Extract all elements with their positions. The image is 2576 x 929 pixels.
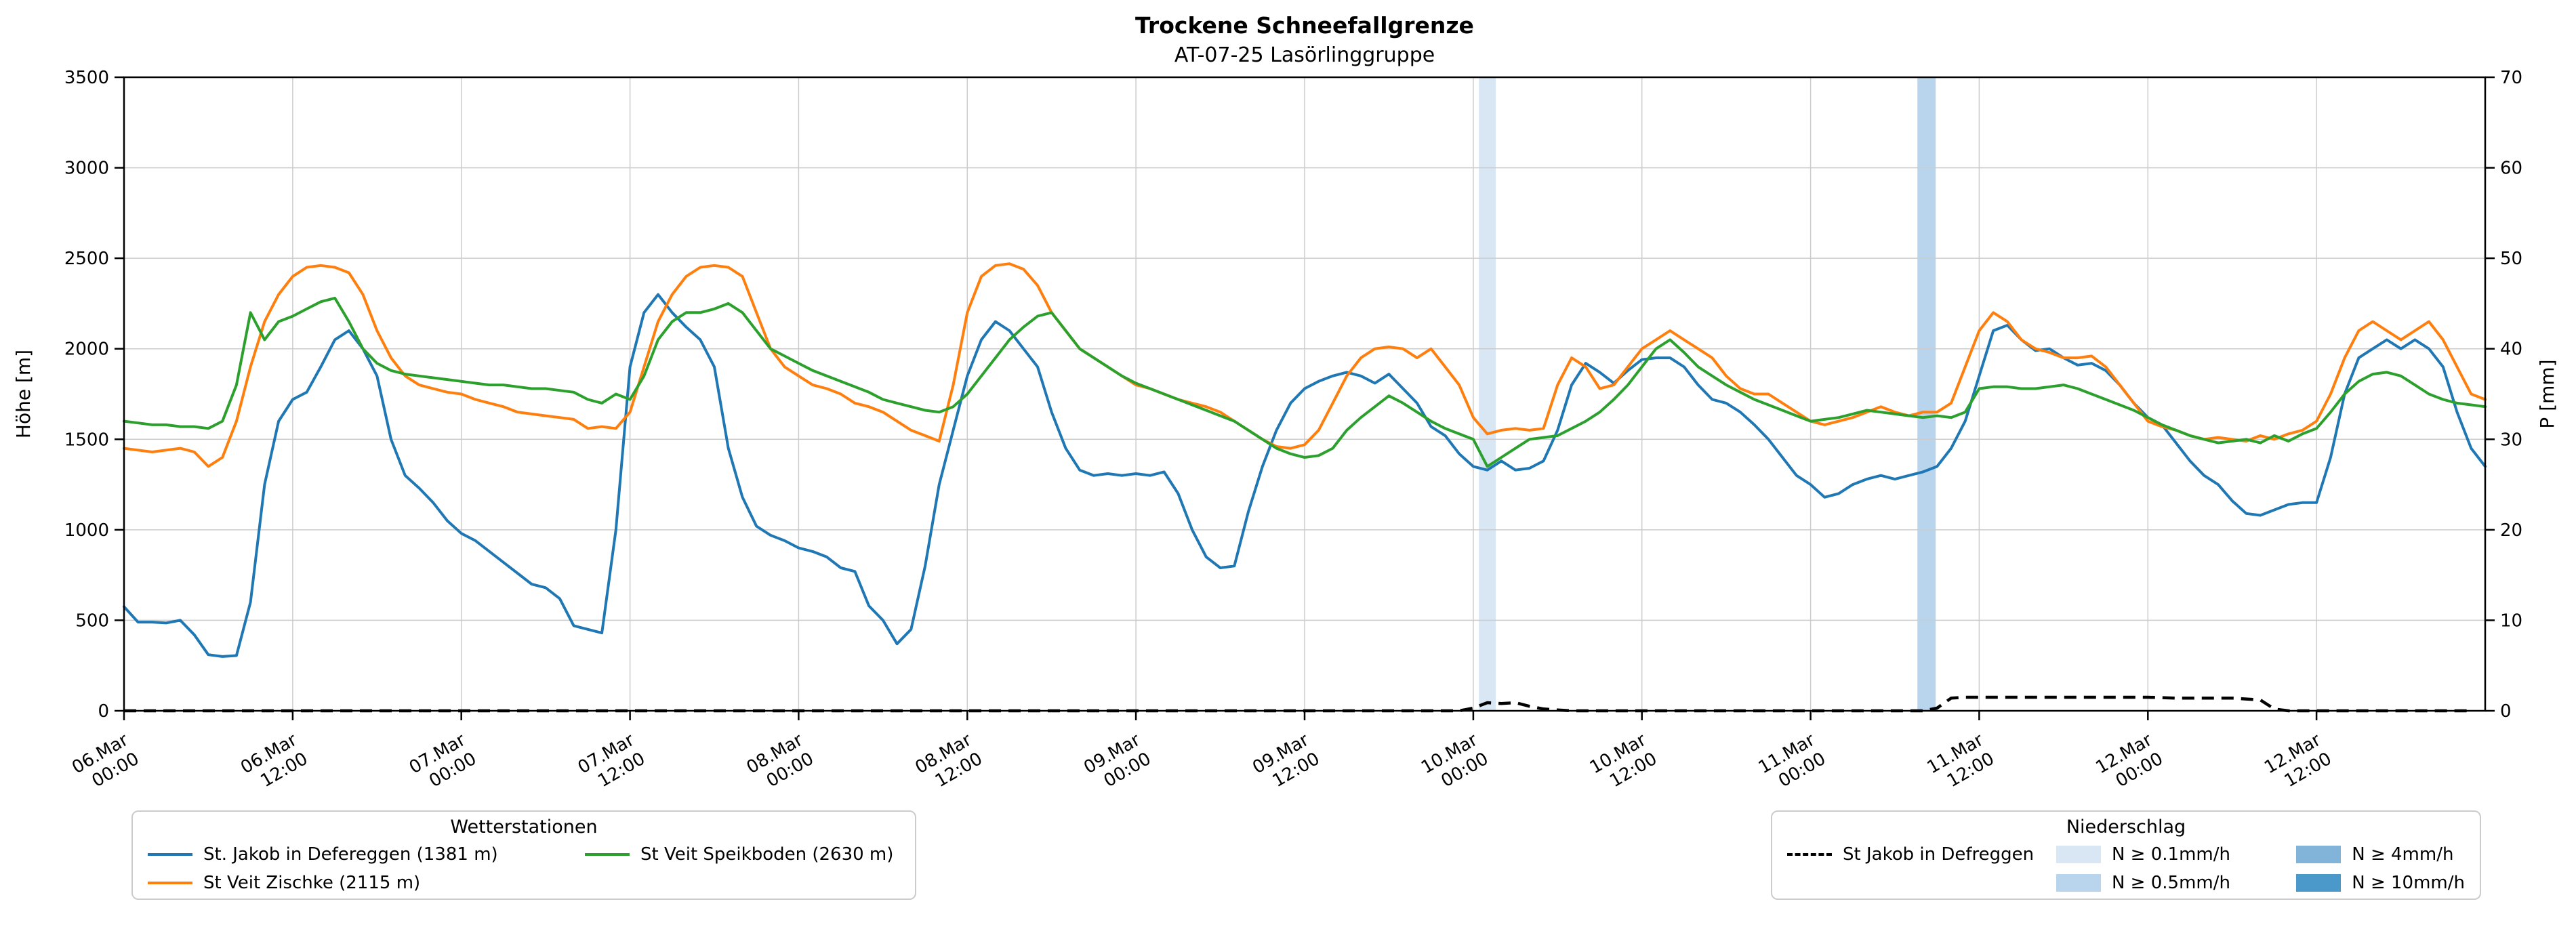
chart-title: Trockene Schneefallgrenze — [1135, 12, 1474, 39]
svg-text:60: 60 — [2500, 159, 2522, 179]
legend-item-st-veit-zischke: St Veit Zischke (2115 m) — [148, 869, 585, 897]
legend-item-st-veit-speikboden: St Veit Speikboden (2630 m) — [585, 840, 893, 869]
legend-item-label: St. Jakob in Defereggen (1381 m) — [203, 844, 498, 865]
legend-column: N ≥ 0.1mm/h N ≥ 0.5mm/h — [2056, 840, 2296, 897]
patch-swatch-light — [2056, 874, 2101, 892]
svg-text:07.Mar12:00: 07.Mar12:00 — [575, 730, 649, 797]
line-swatch-blue — [148, 853, 192, 856]
svg-text:70: 70 — [2500, 68, 2522, 88]
svg-text:3500: 3500 — [64, 68, 109, 88]
svg-text:09.Mar12:00: 09.Mar12:00 — [1249, 730, 1324, 797]
svg-text:40: 40 — [2500, 339, 2522, 360]
svg-text:1500: 1500 — [64, 430, 109, 450]
legend-niederschlag: Niederschlag St Jakob in Defreggen N ≥ 0… — [1771, 810, 2481, 900]
svg-text:2500: 2500 — [64, 249, 109, 269]
legend-item-precip-05: N ≥ 0.5mm/h — [2056, 869, 2296, 897]
legend-item-label: N ≥ 0.1mm/h — [2111, 844, 2230, 865]
legend-item-label: N ≥ 0.5mm/h — [2111, 873, 2230, 893]
svg-text:20: 20 — [2500, 520, 2522, 541]
legend-niederschlag-items: St Jakob in Defreggen N ≥ 0.1mm/h N ≥ 0.… — [1787, 840, 2465, 897]
legend-item-label: St Veit Speikboden (2630 m) — [640, 844, 894, 865]
patch-swatch-medium — [2296, 846, 2342, 863]
legend-item-label: St Veit Zischke (2115 m) — [203, 873, 421, 893]
svg-text:3000: 3000 — [64, 159, 109, 179]
precip-line — [124, 695, 2472, 713]
svg-text:12.Mar00:00: 12.Mar00:00 — [2093, 730, 2167, 797]
axis-tick-labels: 0 500 1000 1500 2000 2500 3000 3500 0 10 20 30 40 50 6… — [64, 68, 2522, 797]
series-line-2 — [123, 296, 2487, 468]
legend-item-precip-4: N ≥ 4mm/h — [2296, 840, 2465, 869]
legend-item-label: St Jakob in Defreggen — [1843, 844, 2035, 865]
legend-column: N ≥ 4mm/h N ≥ 10mm/h — [2296, 840, 2465, 897]
legend-item-label: N ≥ 10mm/h — [2352, 873, 2465, 893]
svg-text:08.Mar00:00: 08.Mar00:00 — [743, 730, 818, 797]
svg-text:10.Mar12:00: 10.Mar12:00 — [1587, 730, 1661, 797]
legend-wetterstationen: Wetterstationen St. Jakob in Defereggen … — [131, 810, 916, 900]
legend-column: St Veit Speikboden (2630 m) — [585, 840, 893, 897]
svg-text:30: 30 — [2500, 430, 2522, 450]
svg-text:0: 0 — [2500, 701, 2512, 722]
y-right-axis-label: P [mm] — [2536, 359, 2558, 428]
legend-niederschlag-title: Niederschlag — [2066, 817, 2186, 838]
series-line-0 — [123, 293, 2487, 658]
axis-ticks — [115, 76, 2495, 720]
svg-text:08.Mar12:00: 08.Mar12:00 — [912, 730, 987, 797]
legend-wetterstationen-title: Wetterstationen — [450, 817, 598, 838]
svg-text:10: 10 — [2500, 611, 2522, 631]
svg-text:0: 0 — [98, 701, 109, 722]
svg-text:1000: 1000 — [64, 520, 109, 541]
svg-text:12.Mar12:00: 12.Mar12:00 — [2261, 730, 2335, 797]
svg-text:2000: 2000 — [64, 339, 109, 360]
svg-text:09.Mar00:00: 09.Mar00:00 — [1080, 730, 1155, 797]
line-swatch-green — [585, 853, 630, 856]
legend-item-precip-line: St Jakob in Defreggen — [1787, 840, 2056, 869]
svg-text:06.Mar12:00: 06.Mar12:00 — [237, 730, 312, 797]
legend-wetterstationen-items: St. Jakob in Defereggen (1381 m) St Veit… — [148, 840, 900, 897]
precip-bands — [1479, 77, 1936, 711]
gridlines — [123, 77, 2485, 711]
series-line-1 — [123, 262, 2487, 468]
chart-subtitle: AT-07-25 Lasörlinggruppe — [1174, 43, 1435, 67]
legend-item-precip-10: N ≥ 10mm/h — [2296, 869, 2465, 897]
legend-column: St Jakob in Defreggen — [1787, 840, 2056, 897]
patch-swatch-dark — [2296, 874, 2342, 892]
svg-text:50: 50 — [2500, 249, 2522, 269]
svg-text:11.Mar12:00: 11.Mar12:00 — [1924, 730, 1999, 797]
svg-text:10.Mar00:00: 10.Mar00:00 — [1418, 730, 1492, 797]
line-swatch-orange — [148, 882, 192, 884]
patch-swatch-lightest — [2056, 846, 2101, 863]
y-left-axis-label: Höhe [m] — [12, 350, 35, 438]
svg-text:06.Mar00:00: 06.Mar00:00 — [68, 730, 143, 797]
legend-column: St. Jakob in Defereggen (1381 m) St Veit… — [148, 840, 585, 897]
svg-text:500: 500 — [75, 611, 109, 631]
legend-item-st-jakob: St. Jakob in Defereggen (1381 m) — [148, 840, 585, 869]
svg-text:11.Mar00:00: 11.Mar00:00 — [1755, 730, 1830, 797]
dashed-line-swatch — [1787, 853, 1832, 856]
legend-item-precip-01: N ≥ 0.1mm/h — [2056, 840, 2296, 869]
svg-text:07.Mar00:00: 07.Mar00:00 — [406, 730, 481, 797]
legend-item-label: N ≥ 4mm/h — [2352, 844, 2454, 865]
